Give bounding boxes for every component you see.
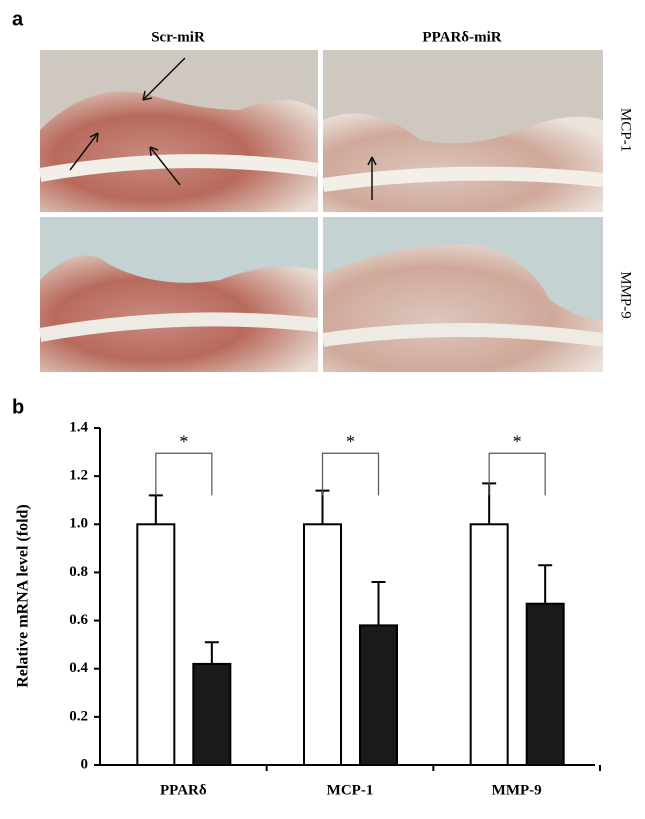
column-label: Scr-miR	[151, 29, 205, 45]
error-bar	[538, 564, 553, 604]
error-bar	[148, 494, 163, 525]
significance-bracket	[321, 452, 380, 496]
row-label: MMP-9	[618, 271, 634, 319]
y-tick-label: 0.4	[69, 660, 88, 676]
error-bar	[204, 641, 219, 664]
y-tick-label: 1.2	[69, 468, 88, 484]
x-tick-label: MMP-9	[492, 782, 542, 798]
bar	[359, 624, 398, 767]
y-tick-label: 0.2	[69, 708, 88, 724]
significance-bracket	[155, 452, 213, 496]
bar	[192, 662, 232, 767]
y-axis-label: Relative mRNA level (fold)	[15, 504, 32, 688]
bar	[525, 602, 565, 766]
error-bar	[315, 489, 330, 525]
bar	[469, 523, 509, 766]
y-tick-label: 0	[81, 756, 89, 772]
column-label: PPARδ-miR	[422, 29, 501, 45]
bar-chart: 0 0.2 0.4 0.6 0.8 1.0 1.2 1.4 PPARδ * MCP-1 * MMP-9 *	[69, 419, 601, 798]
error-bar	[371, 581, 386, 626]
x-tick-label: MCP-1	[327, 782, 374, 798]
significance-bracket	[488, 452, 546, 496]
bar	[303, 523, 342, 766]
panel-label: b	[12, 396, 24, 418]
significance-label: *	[513, 431, 522, 451]
y-tick-label: 0.8	[69, 564, 88, 580]
significance-label: *	[179, 431, 188, 451]
y-tick-label: 0.6	[69, 612, 88, 628]
micrographs	[38, 50, 604, 372]
significance-label: *	[346, 431, 355, 451]
row-label: MCP-1	[618, 108, 634, 152]
y-tick-label: 1.4	[69, 419, 88, 435]
panel-label: a	[12, 8, 24, 30]
bar	[136, 523, 176, 766]
y-tick-label: 1.0	[69, 516, 88, 532]
x-tick-label: PPARδ	[160, 782, 207, 798]
